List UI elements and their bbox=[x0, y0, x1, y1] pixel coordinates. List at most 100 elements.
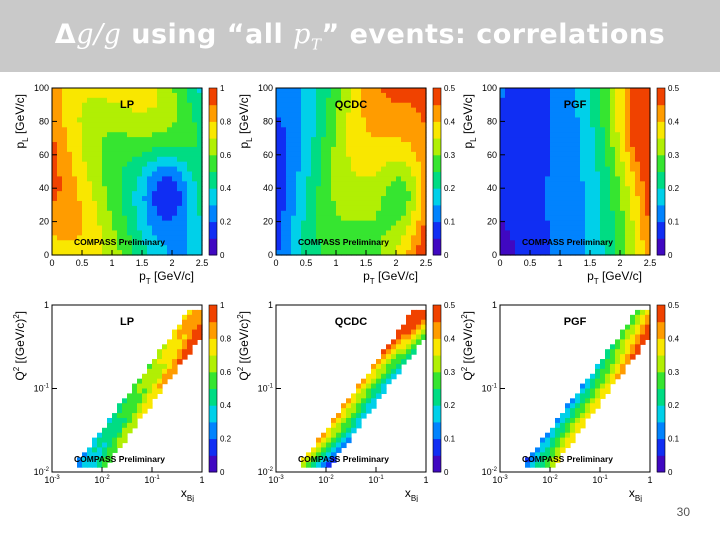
heatmap-cell bbox=[82, 462, 88, 468]
heatmap-cell bbox=[197, 334, 203, 340]
heatmap-cell bbox=[331, 200, 337, 207]
heatmap-cell bbox=[356, 191, 362, 197]
heatmap-cell bbox=[132, 417, 138, 424]
heatmap-cell bbox=[187, 319, 193, 326]
heatmap-cell bbox=[167, 127, 173, 133]
heatmap-cell bbox=[67, 176, 73, 182]
heatmap-cell bbox=[590, 151, 596, 158]
heatmap-cell bbox=[376, 196, 382, 202]
heatmap-cell bbox=[550, 230, 556, 236]
heatmap-cell bbox=[107, 137, 113, 143]
heatmap-cell bbox=[87, 196, 93, 202]
heatmap-cell bbox=[112, 88, 118, 94]
heatmap-cell bbox=[341, 417, 347, 424]
heatmap-cell bbox=[396, 112, 402, 119]
heatmap-cell bbox=[396, 161, 402, 168]
heatmap-cell bbox=[515, 181, 521, 187]
heatmap-cell bbox=[326, 225, 332, 232]
heatmap-cell bbox=[346, 117, 352, 123]
x-tick-label: 2 bbox=[169, 258, 174, 268]
heatmap-cell bbox=[187, 344, 193, 350]
heatmap-cell bbox=[336, 240, 342, 246]
heatmap-cell bbox=[605, 215, 611, 222]
heatmap-cell bbox=[62, 245, 68, 251]
heatmap-cell bbox=[127, 176, 133, 182]
heatmap-cell bbox=[316, 196, 322, 202]
heatmap-cell bbox=[640, 102, 646, 109]
heatmap-cell bbox=[326, 200, 332, 207]
heatmap-cell bbox=[331, 146, 337, 153]
heatmap-cell bbox=[316, 176, 322, 182]
heatmap-cell bbox=[87, 156, 93, 163]
heatmap-cell bbox=[625, 122, 631, 128]
heatmap-cell bbox=[192, 205, 198, 212]
heatmap-cell bbox=[645, 151, 651, 158]
heatmap-cell bbox=[590, 88, 596, 94]
heatmap-cell bbox=[182, 97, 188, 104]
heatmap-cell bbox=[625, 230, 631, 236]
heatmap-cell bbox=[615, 235, 621, 241]
heatmap-cell bbox=[545, 437, 551, 444]
heatmap-cell bbox=[192, 200, 198, 207]
heatmap-cell bbox=[296, 107, 302, 114]
heatmap-cell bbox=[197, 127, 203, 133]
heatmap-cell bbox=[600, 122, 606, 128]
heatmap-cell bbox=[565, 127, 571, 133]
heatmap-cell bbox=[97, 176, 103, 182]
heatmap-cell bbox=[172, 151, 178, 158]
heatmap-cell bbox=[416, 196, 422, 202]
heatmap-cell bbox=[122, 171, 128, 178]
heatmap-cell bbox=[172, 245, 178, 251]
heatmap-cell bbox=[77, 191, 83, 197]
heatmap-cell bbox=[635, 215, 641, 222]
heatmap-cell bbox=[570, 127, 576, 133]
heatmap-cell bbox=[301, 102, 307, 109]
heatmap-cell bbox=[560, 92, 566, 99]
heatmap-cell bbox=[635, 137, 641, 143]
heatmap-cell bbox=[197, 97, 203, 104]
color-bar-tick-label: 0 bbox=[668, 468, 673, 477]
heatmap-cell bbox=[580, 196, 586, 202]
heatmap-cell bbox=[645, 210, 651, 217]
heatmap-cell bbox=[157, 235, 163, 241]
heatmap-cell bbox=[112, 92, 118, 99]
heatmap-cell bbox=[291, 200, 297, 207]
heatmap-cell bbox=[167, 205, 173, 212]
heatmap-cell bbox=[570, 191, 576, 197]
heatmap-cell bbox=[92, 88, 98, 94]
heatmap-cell bbox=[580, 191, 586, 197]
heatmap-cell bbox=[391, 92, 397, 99]
heatmap-cell bbox=[306, 240, 312, 246]
heatmap-cell bbox=[416, 122, 422, 128]
heatmap-cell bbox=[396, 176, 402, 182]
heatmap-cell bbox=[625, 142, 631, 148]
heatmap-cell bbox=[530, 240, 536, 246]
heatmap-cell bbox=[550, 156, 556, 163]
heatmap-cell bbox=[640, 215, 646, 222]
heatmap-cell bbox=[560, 210, 566, 217]
heatmap-cell bbox=[515, 132, 521, 138]
heatmap-cell bbox=[585, 107, 591, 114]
heatmap-cell bbox=[152, 363, 158, 370]
heatmap-cell bbox=[152, 373, 158, 380]
heatmap-cell bbox=[112, 432, 118, 439]
title-text-b: ” events: correlations bbox=[321, 18, 666, 50]
heatmap-cell bbox=[137, 196, 143, 202]
heatmap-cell bbox=[107, 422, 113, 429]
heatmap-cell bbox=[560, 146, 566, 153]
heatmap-cell bbox=[386, 368, 392, 375]
heatmap-cell bbox=[346, 191, 352, 197]
x-tick-label: 0.5 bbox=[76, 258, 89, 268]
heatmap-cell bbox=[406, 200, 412, 207]
heatmap-cell bbox=[112, 220, 118, 227]
heatmap-cell bbox=[411, 107, 417, 114]
heatmap-cell bbox=[341, 161, 347, 168]
heatmap-cell bbox=[620, 146, 626, 153]
heatmap-cell bbox=[560, 127, 566, 133]
heatmap-cell bbox=[565, 137, 571, 143]
heatmap-cell bbox=[635, 245, 641, 251]
heatmap-cell bbox=[326, 235, 332, 241]
color-bar-band bbox=[657, 371, 665, 389]
heatmap-cell bbox=[167, 225, 173, 232]
heatmap-cell bbox=[97, 452, 103, 458]
